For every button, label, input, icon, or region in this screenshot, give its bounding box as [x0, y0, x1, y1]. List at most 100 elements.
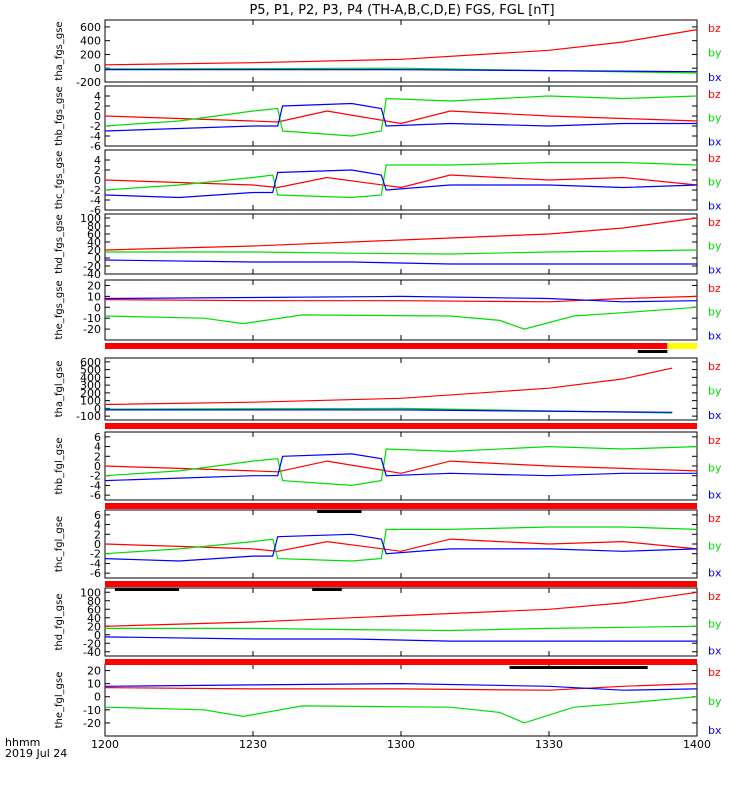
- y-tick-label: 60: [87, 603, 101, 616]
- y-tick-label: 0: [94, 174, 101, 187]
- legend-bz: bz: [708, 512, 721, 525]
- panel-frame: [104, 19, 698, 83]
- y-tick-label: 80: [87, 220, 101, 233]
- x-axis-label: hhmm: [5, 736, 40, 749]
- status-mark: [509, 666, 648, 669]
- legend-bx: bx: [708, 409, 722, 422]
- y-tick-label: 2: [94, 450, 101, 463]
- series-line-bz: [104, 591, 698, 627]
- legend-bz: bz: [708, 666, 721, 679]
- legend-by: by: [708, 47, 722, 60]
- legend-bz: bz: [708, 360, 721, 373]
- y-tick-label: 20: [87, 279, 101, 292]
- legend-bx: bx: [708, 199, 722, 212]
- y-tick-label: -4: [90, 479, 101, 492]
- panel-frame: [104, 663, 698, 737]
- y-tick-label: 20: [87, 665, 101, 678]
- y-tick-label: -10: [83, 704, 101, 717]
- status-mark: [317, 510, 362, 513]
- y-tick-label: -20: [83, 260, 101, 273]
- panel-2: 420-2-4-6 thb_fgs_gse bz by bx: [54, 85, 722, 153]
- y-tick-label: 10: [87, 678, 101, 691]
- legend-by: by: [708, 306, 722, 319]
- y-tick-label: 2: [94, 164, 101, 177]
- legend-bz: bz: [708, 282, 721, 295]
- series-line-bx: [104, 295, 698, 303]
- y-tick-label: 100: [80, 212, 101, 225]
- series-line-bz: [104, 295, 698, 303]
- y-tick-label: 20: [87, 244, 101, 257]
- series-line-bz: [104, 367, 673, 406]
- panel-frame: [104, 85, 698, 147]
- y-axis-label: thd_fgl_gse: [54, 594, 65, 651]
- panel-frame: [104, 509, 698, 579]
- y-tick-label: 10: [87, 290, 101, 303]
- legend-bx: bx: [708, 329, 722, 342]
- y-tick-label: -20: [83, 717, 101, 730]
- panel-frame: [104, 431, 698, 501]
- legend-by: by: [708, 176, 722, 189]
- status-mark: [114, 588, 179, 591]
- y-tick-label: 0: [94, 62, 101, 75]
- x-tick-label: 1330: [535, 738, 563, 751]
- status-mark: [637, 350, 668, 353]
- y-tick-label: 6: [94, 431, 101, 444]
- y-tick-label: -6: [90, 567, 101, 580]
- y-tick-label: -40: [83, 268, 101, 281]
- y-tick-label: -2: [90, 120, 101, 133]
- legend-by: by: [708, 385, 722, 398]
- series-line-by: [104, 161, 698, 199]
- y-axis-label: the_fgs_gse: [54, 280, 65, 339]
- y-axis-label: thd_fgs_gse: [54, 214, 65, 273]
- status-bar-2: [105, 423, 697, 429]
- y-tick-label: -2: [90, 470, 101, 483]
- series-line-bz: [104, 460, 698, 474]
- y-tick-label: 4: [94, 441, 101, 454]
- y-tick-label: 4: [94, 154, 101, 167]
- x-tick-label: 1300: [387, 738, 415, 751]
- y-tick-label: 80: [87, 595, 101, 608]
- legend-bx: bx: [708, 645, 722, 658]
- y-tick-label: 0: [94, 252, 101, 265]
- status-bar-5: [105, 659, 697, 669]
- status-segment: [667, 343, 697, 349]
- status-bar-1: [105, 343, 697, 353]
- y-tick-label: -2: [90, 184, 101, 197]
- y-axis-label: the_fgl_gse: [54, 672, 65, 729]
- y-tick-label: 0: [94, 629, 101, 642]
- series-line-bx: [104, 102, 697, 132]
- y-axis-label: thb_fgl_gse: [54, 438, 65, 495]
- y-tick-label: -6: [90, 489, 101, 502]
- series-line-bx: [104, 453, 697, 482]
- series-line-by: [104, 306, 698, 330]
- panel-frame: [104, 213, 698, 275]
- series-line-bz: [104, 683, 698, 691]
- status-segment: [105, 423, 697, 429]
- y-tick-label: 0: [94, 691, 101, 704]
- x-axis: 1200 1230 1300 1330 1400: [91, 738, 711, 751]
- legend-bz: bz: [708, 590, 721, 603]
- x-tick-label: 1200: [91, 738, 119, 751]
- series-line-bx: [105, 409, 673, 413]
- legend-by: by: [708, 617, 722, 630]
- status-bars: [105, 343, 697, 669]
- series-line-bz: [104, 538, 698, 552]
- series-line-bx: [104, 533, 698, 562]
- y-tick-label: 600: [80, 21, 101, 34]
- y-tick-label: -10: [83, 312, 101, 325]
- y-tick-label: -4: [90, 557, 101, 570]
- y-tick-label: 0: [94, 402, 101, 415]
- status-segment: [105, 581, 697, 587]
- legend-bx: bx: [708, 71, 722, 84]
- y-tick-label: 0: [94, 460, 101, 473]
- y-tick-label: -200: [76, 76, 101, 89]
- y-tick-label: 2: [94, 100, 101, 113]
- legend-bz: bz: [708, 22, 721, 35]
- y-tick-label: 100: [80, 395, 101, 408]
